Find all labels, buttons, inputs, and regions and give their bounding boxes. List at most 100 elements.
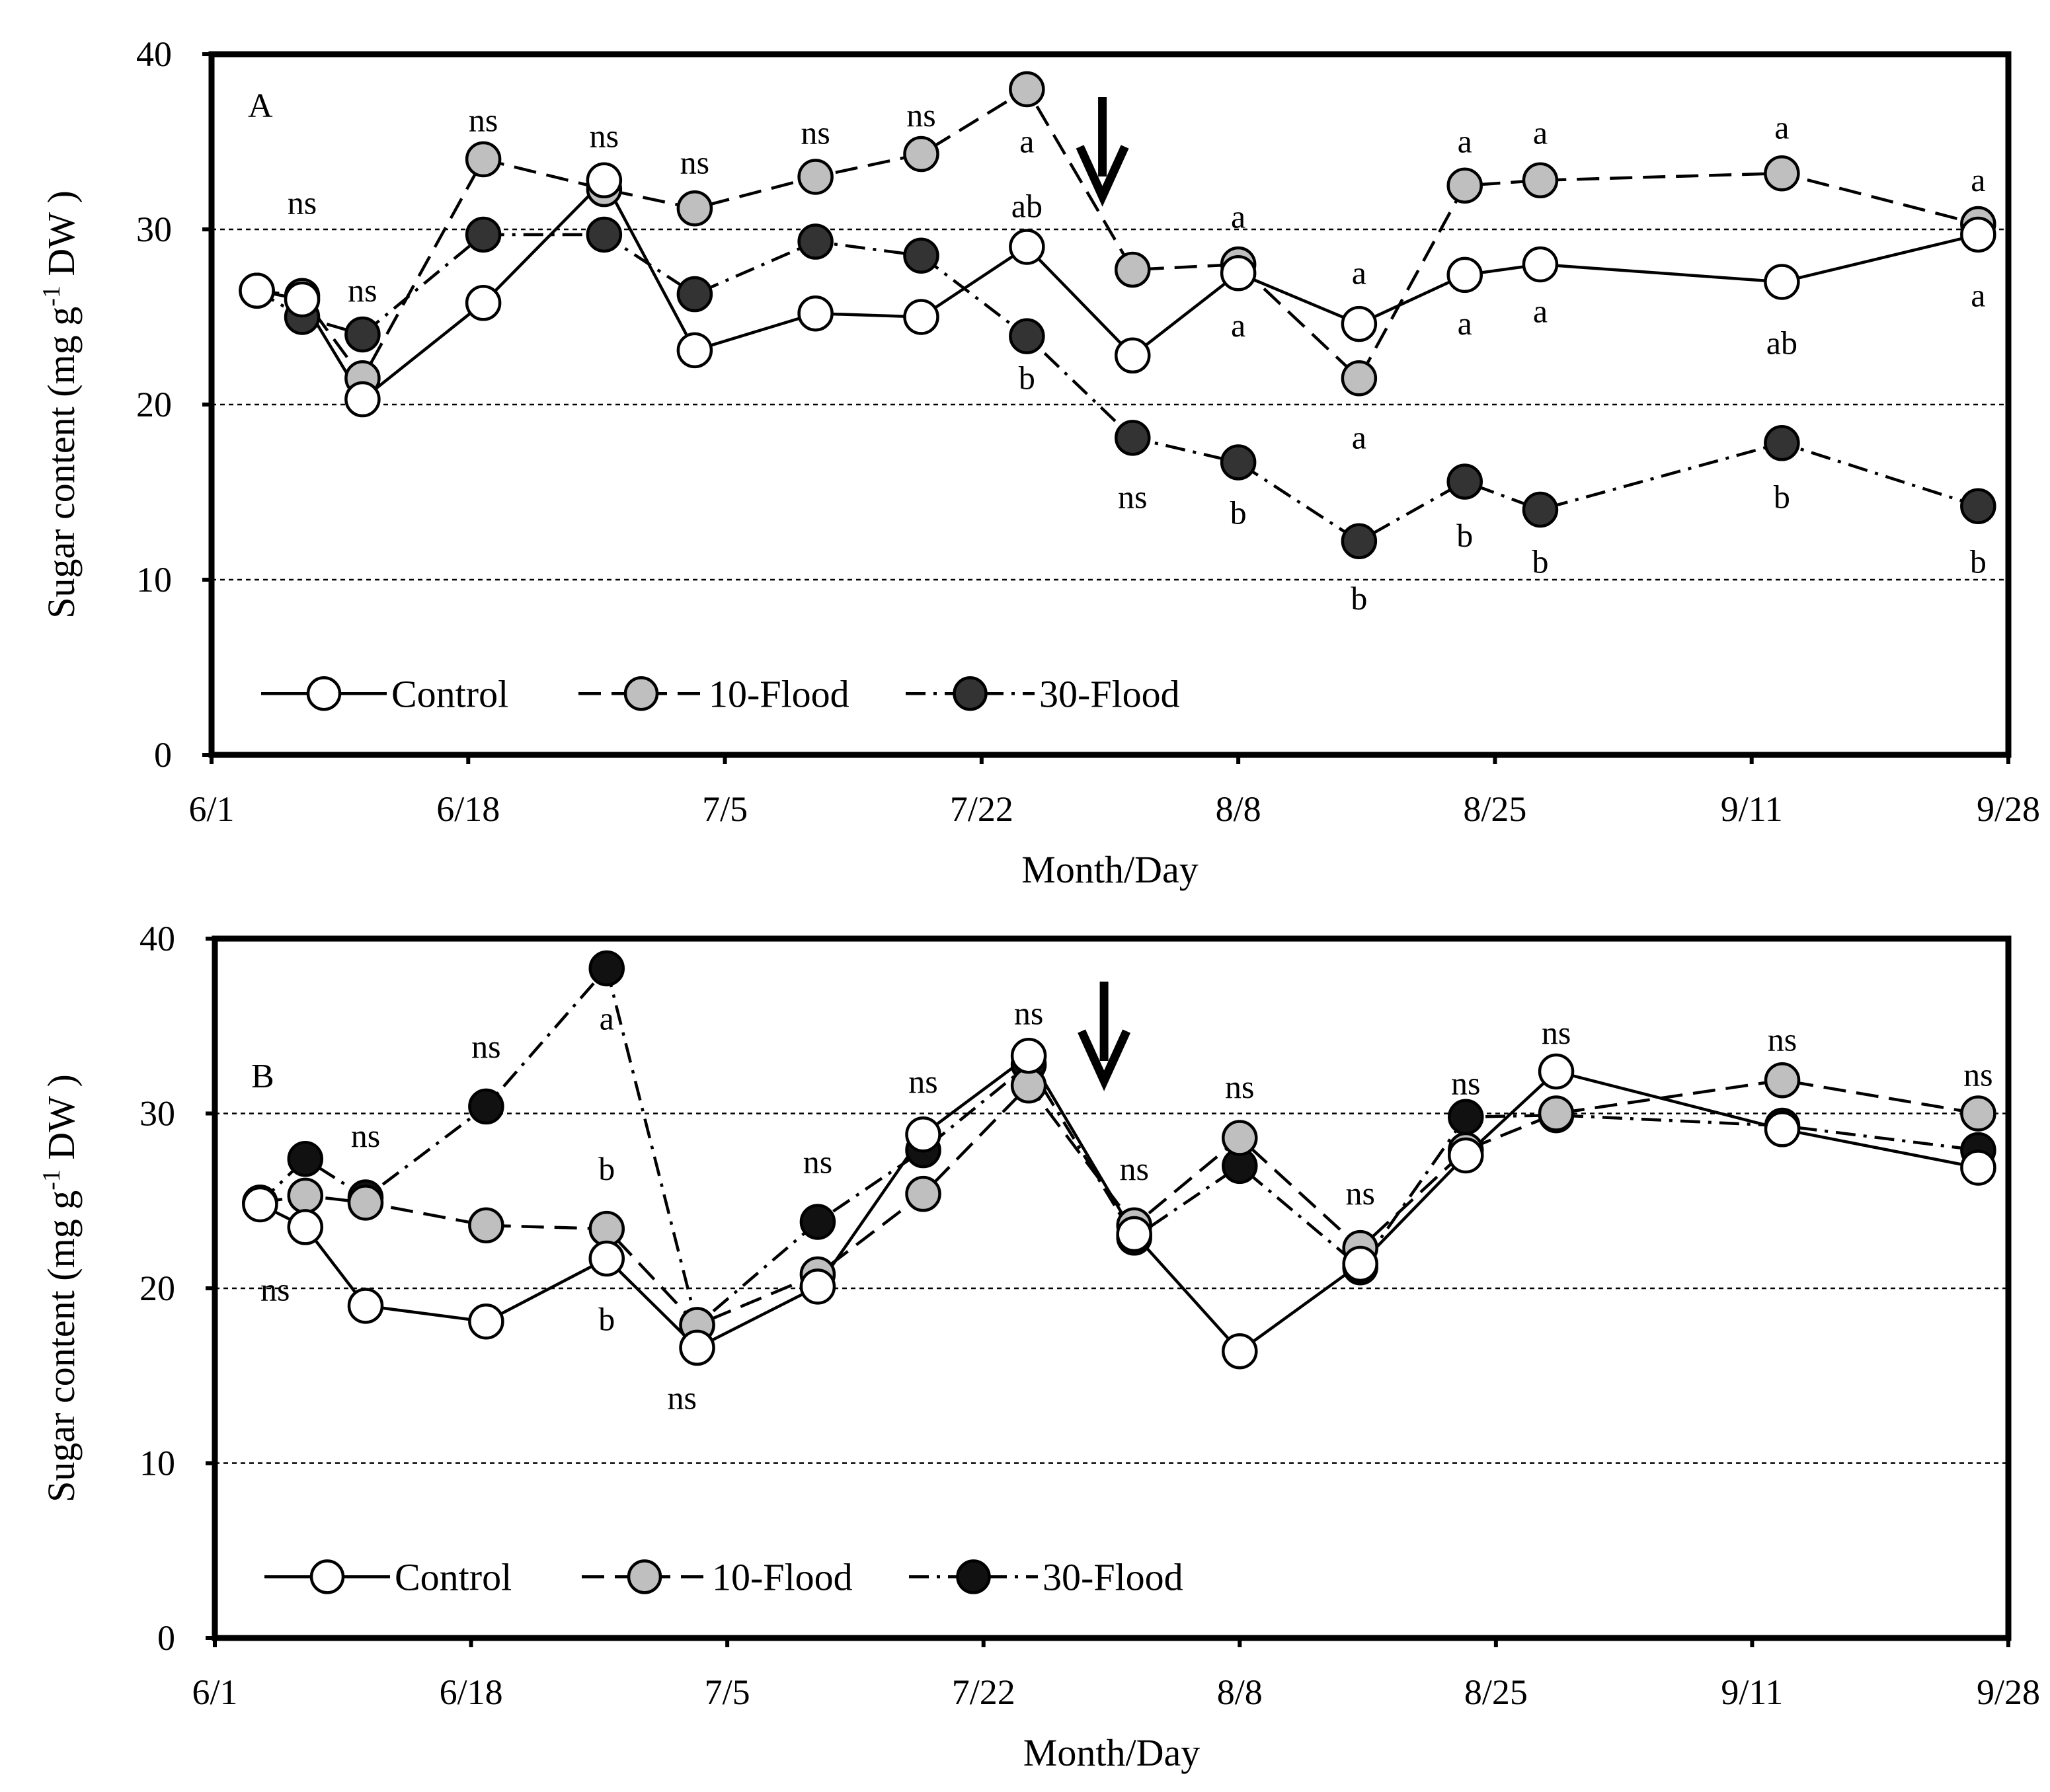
data-point-control — [797, 295, 834, 332]
data-point-control — [588, 1240, 625, 1277]
legend-marker-swatch — [956, 1559, 991, 1594]
series-line-control — [256, 178, 1979, 402]
data-point-30-flood — [465, 216, 502, 253]
significance-label: b — [1351, 580, 1367, 617]
legend-label: 30-Flood — [1043, 1555, 1183, 1598]
data-point-10-flood — [1010, 1067, 1047, 1104]
significance-label: b — [1532, 543, 1548, 580]
data-point-control — [799, 1268, 836, 1305]
significance-label: ns — [260, 1271, 290, 1308]
significance-label: b — [598, 1301, 615, 1338]
significance-label: ns — [1451, 1065, 1480, 1102]
x-tick-label: 7/5 — [702, 789, 748, 829]
data-point-10-flood — [1446, 167, 1483, 204]
significance-label: a — [1533, 293, 1548, 330]
data-point-control — [1342, 1245, 1378, 1282]
data-point-control — [347, 1288, 384, 1324]
data-point-10-flood — [905, 1175, 941, 1212]
significance-label: ns — [1963, 1056, 1992, 1093]
significance-label: b — [1970, 543, 1987, 580]
y-tick-label: 30 — [139, 1094, 175, 1134]
data-point-10-flood — [287, 1177, 324, 1214]
data-point-control — [242, 1186, 278, 1223]
data-point-control — [1960, 1149, 1996, 1186]
data-point-10-flood — [465, 141, 502, 178]
data-point-30-flood — [799, 1204, 836, 1240]
series-line-10-flood — [256, 87, 1979, 381]
significance-label: ns — [348, 272, 377, 309]
y-tick-label: 0 — [154, 735, 172, 775]
data-point-10-flood — [1009, 71, 1045, 108]
significance-label: ns — [906, 97, 935, 134]
x-tick-label: 7/5 — [705, 1672, 750, 1712]
significance-label: b — [1230, 494, 1247, 531]
significance-label: ns — [1014, 995, 1043, 1032]
data-point-control — [1222, 1333, 1258, 1370]
significance-label: ns — [351, 1117, 380, 1154]
x-tick-label: 7/22 — [950, 789, 1013, 829]
data-point-control — [1115, 337, 1151, 374]
y-tick-label: 30 — [136, 210, 172, 249]
significance-label: a — [1774, 108, 1789, 145]
significance-label: a — [1352, 418, 1366, 455]
data-point-30-flood — [1448, 1099, 1484, 1136]
data-point-control — [1116, 1216, 1152, 1253]
data-point-10-flood — [1115, 251, 1151, 288]
panel-label: A — [248, 87, 273, 125]
y-tick-label: 20 — [136, 385, 172, 424]
significance-label: ns — [1768, 1021, 1797, 1058]
data-point-control — [1764, 1111, 1801, 1148]
significance-label: b — [1456, 517, 1473, 554]
data-point-control — [676, 332, 713, 369]
chart-panel-b: 0 10 20 30 40 6/1 6/18 7/5 7/22 8/8 8/25 9/11 9/28 Mo… — [38, 919, 2040, 1774]
significance-label: ns — [288, 184, 317, 221]
data-point-control — [1341, 305, 1378, 342]
data-point-control — [1010, 1037, 1047, 1074]
data-point-30-flood — [588, 950, 625, 987]
data-point-30-flood — [1960, 488, 1996, 524]
data-point-30-flood — [903, 237, 939, 274]
x-tick-label: 6/18 — [436, 789, 500, 829]
data-point-control — [1220, 255, 1257, 292]
x-tick-label: 9/28 — [1977, 1672, 2040, 1712]
legend-item-control: Control — [261, 672, 508, 715]
significance-label: ab — [1766, 324, 1797, 361]
significance-label: a — [1019, 123, 1034, 160]
significance-label: ns — [801, 114, 830, 151]
data-point-control — [1448, 1137, 1484, 1174]
data-point-30-flood — [287, 1141, 324, 1177]
data-point-control — [344, 381, 381, 418]
significance-label: ns — [471, 1028, 500, 1065]
data-point-30-flood — [468, 1088, 504, 1125]
significance-label: a — [1458, 123, 1472, 160]
legend-label: 30-Flood — [1039, 672, 1180, 715]
y-tick-label: 20 — [139, 1268, 175, 1308]
significance-label: ns — [469, 102, 498, 139]
data-point-30-flood — [1009, 318, 1045, 354]
x-tick-label: 8/25 — [1463, 789, 1526, 829]
y-tick-label: 10 — [139, 1444, 175, 1483]
significance-label: a — [1971, 277, 1985, 314]
data-point-10-flood — [588, 1210, 625, 1247]
legend-marker-swatch — [627, 1559, 662, 1594]
significance-label: ns — [1119, 1150, 1148, 1187]
data-point-control — [586, 162, 623, 199]
significance-label: ns — [1225, 1068, 1254, 1105]
data-point-control — [1446, 256, 1483, 293]
data-point-10-flood — [1764, 155, 1800, 192]
series-line-control — [259, 1053, 1979, 1354]
significance-label: b — [598, 1150, 615, 1187]
data-point-control — [1538, 1053, 1575, 1090]
legend-label: Control — [391, 672, 508, 715]
data-point-10-flood — [1960, 1095, 1996, 1132]
legend-marker-swatch — [309, 1559, 345, 1594]
data-point-control — [1009, 229, 1045, 265]
data-point-30-flood — [1220, 444, 1257, 481]
x-tick-label: 6/1 — [192, 1672, 237, 1712]
x-tick-label: 6/18 — [440, 1672, 503, 1712]
data-point-control — [903, 299, 939, 335]
significance-label: a — [1231, 198, 1245, 235]
significance-label: a — [600, 1000, 614, 1037]
data-point-10-flood — [468, 1207, 504, 1244]
